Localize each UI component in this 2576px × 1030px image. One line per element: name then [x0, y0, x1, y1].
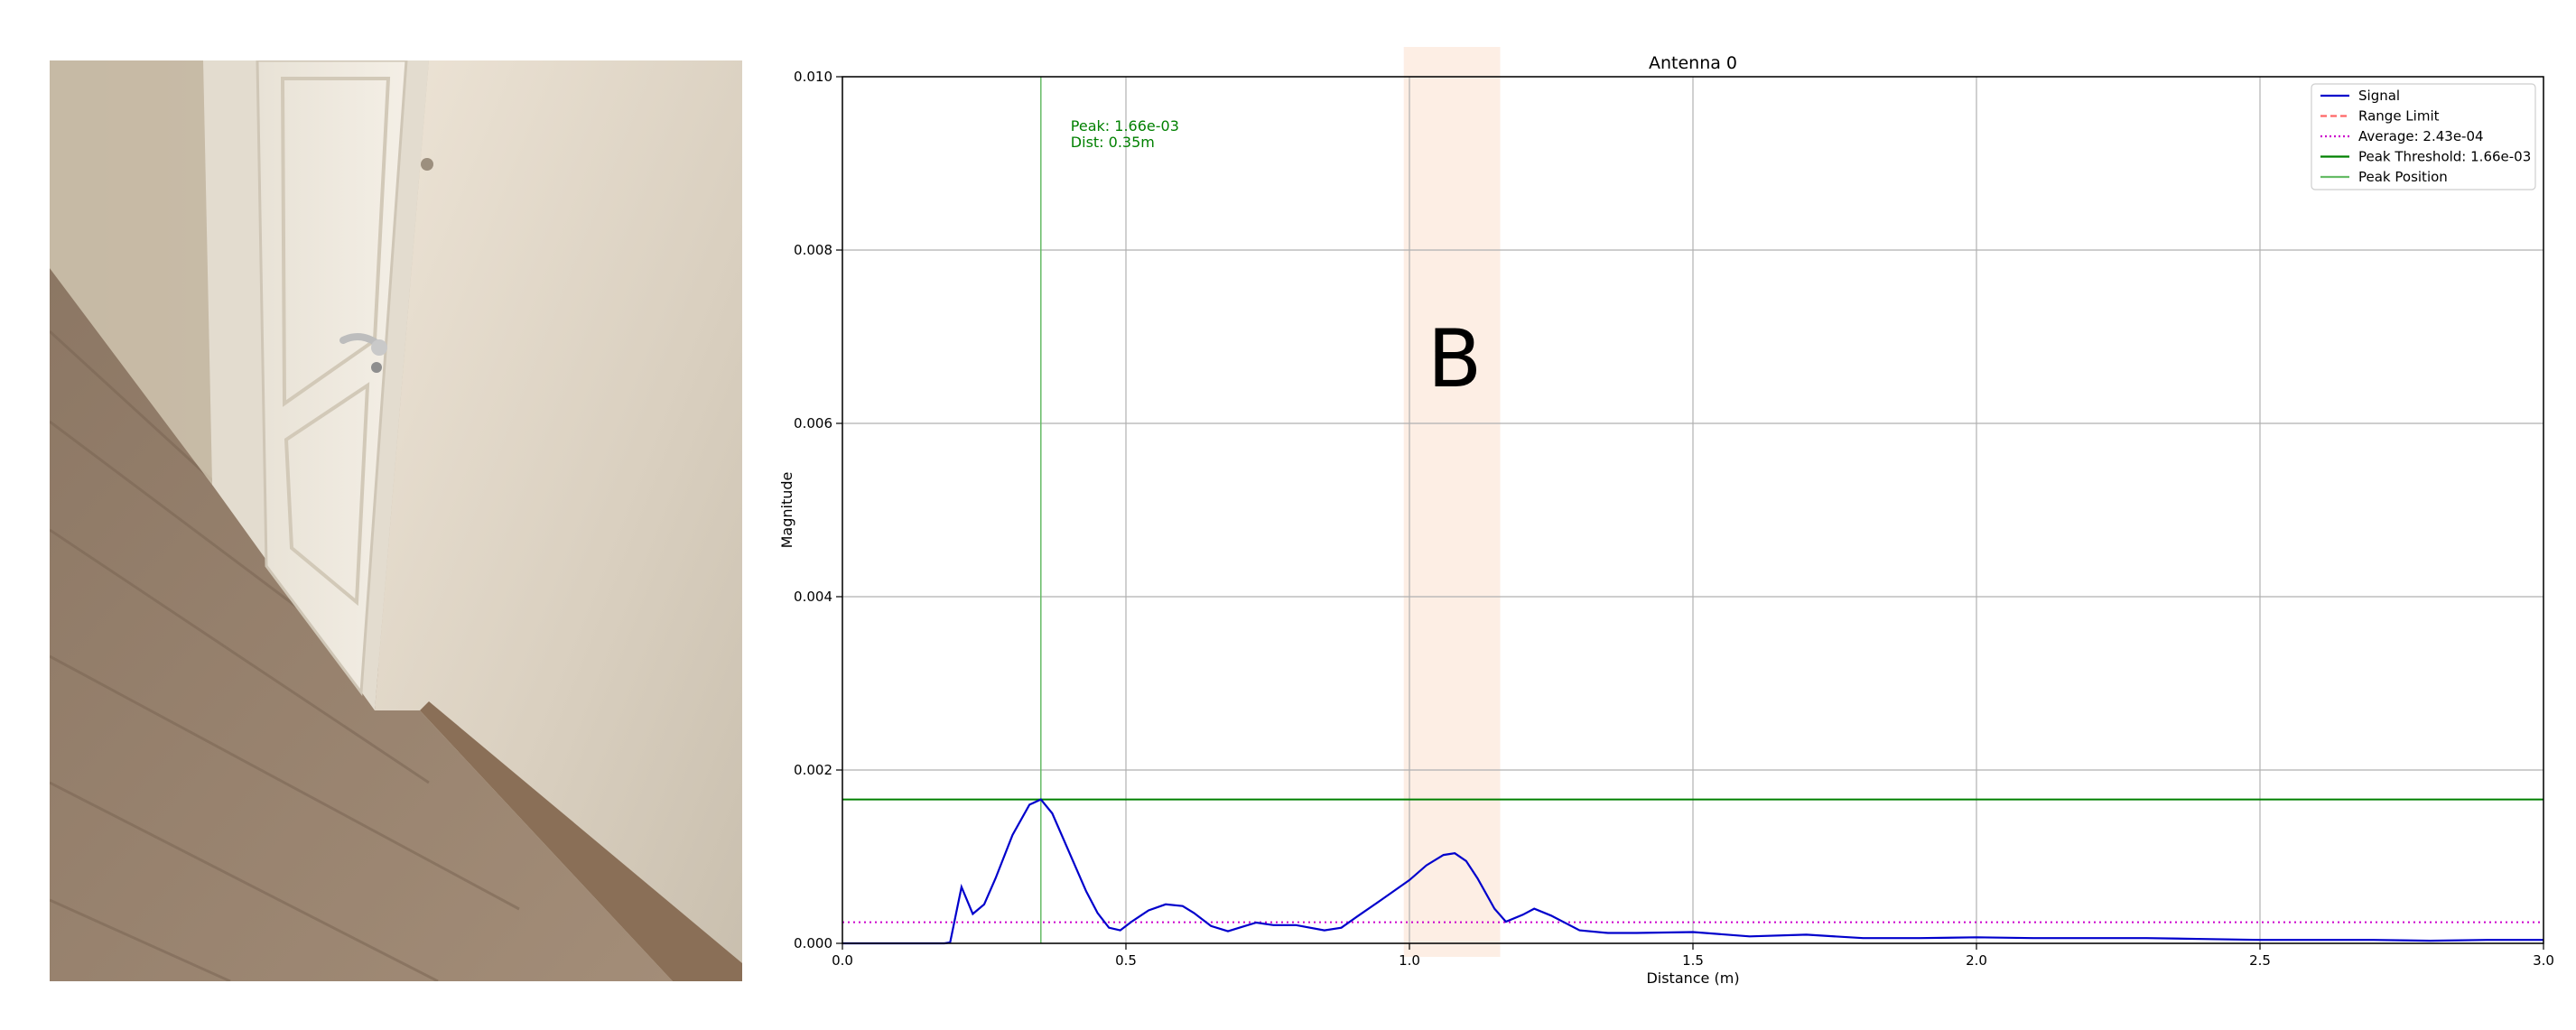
hallway-door-photo-icon — [50, 60, 742, 981]
highlight-region — [1403, 47, 1501, 957]
legend-entry: Average: 2.43e-04 — [2358, 128, 2484, 144]
hallway-photo — [50, 60, 742, 981]
legend-box — [2311, 83, 2536, 190]
legend-entry: Peak Threshold: 1.66e-03 — [2358, 149, 2531, 165]
peak-annotation: Peak: 1.66e-03 Dist: 0.35m — [1071, 117, 1179, 151]
legend-entry: Range Limit — [2358, 108, 2440, 125]
x-tick-label: 0.0 — [832, 952, 853, 969]
legend: Signal Range Limit Average: 2.43e-04 Peak T… — [2311, 83, 2536, 190]
x-tick-label: 2.0 — [1966, 952, 1987, 969]
legend-entry: Signal — [2358, 88, 2400, 104]
x-tick-label: 1.5 — [1682, 952, 1704, 969]
y-tick-label: 0.002 — [794, 762, 832, 778]
x-tick-label: 1.0 — [1399, 952, 1420, 969]
x-tick-label: 3.0 — [2533, 952, 2554, 969]
signal-series — [842, 798, 2543, 945]
region-label: B — [1427, 312, 1482, 405]
y-tick-label: 0.010 — [794, 69, 832, 85]
peak-annotation-value: Peak: 1.66e-03 — [1071, 117, 1179, 135]
chart-title: Antenna 0 — [1649, 53, 1737, 73]
y-tick-label: 0.008 — [794, 242, 832, 258]
y-axis-label: Magnitude — [778, 472, 795, 549]
x-axis-label: Distance (m) — [1646, 970, 1739, 987]
x-tick-label: 0.5 — [1115, 952, 1137, 969]
y-tick-label: 0.006 — [794, 415, 832, 431]
peak-annotation-distance: Dist: 0.35m — [1071, 134, 1155, 151]
x-tick-label: 2.5 — [2249, 952, 2271, 969]
y-tick-label: 0.000 — [794, 935, 832, 951]
legend-entry: Peak Position — [2358, 169, 2448, 185]
y-tick-label: 0.004 — [794, 589, 832, 605]
